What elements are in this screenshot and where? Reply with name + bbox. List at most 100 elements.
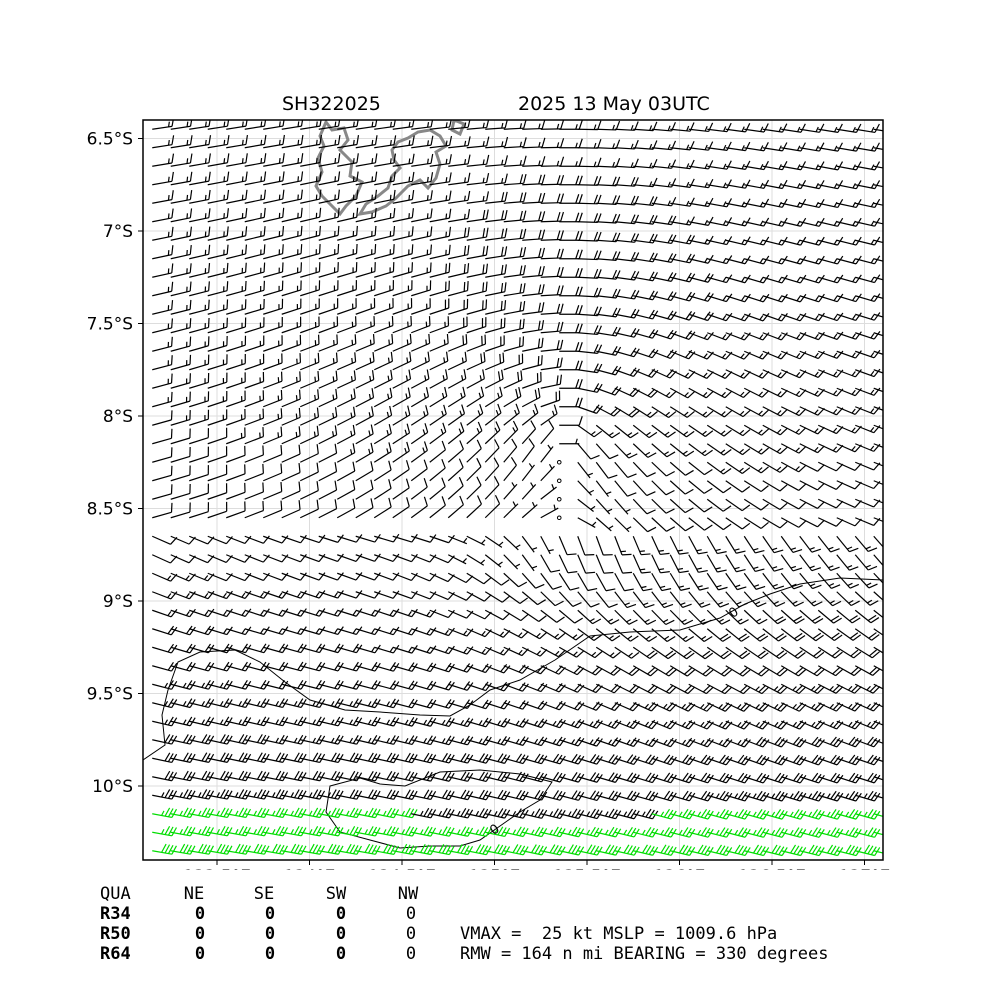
wind-barb: [633, 348, 659, 359]
wind-barb: [244, 244, 266, 260]
wind-barb: [836, 609, 861, 624]
wind-barb: [762, 517, 788, 529]
wind-barb: [762, 255, 788, 265]
wind-barb: [226, 464, 246, 482]
wind-barb: [725, 123, 751, 133]
wind-barb: [762, 554, 784, 572]
wind-barb: [466, 245, 489, 260]
wind-barb: [466, 404, 484, 426]
wind-barb: [170, 591, 196, 600]
wind-barb: [300, 371, 320, 389]
wind-barb: [577, 268, 602, 279]
wind-barb: [780, 628, 806, 642]
wind-barb: [540, 554, 561, 573]
wind-barb: [632, 517, 657, 533]
wind-barb: [189, 354, 210, 371]
wind-barb: [429, 386, 448, 408]
wind-barb: [725, 293, 751, 303]
wind-barb: [836, 572, 860, 589]
wind-barb: [318, 826, 344, 837]
wind-barb: [670, 311, 696, 321]
wind-barb: [632, 536, 651, 556]
wind-barb: [633, 214, 658, 225]
wind-barb: [207, 335, 228, 352]
table-header-se: SE: [253, 884, 275, 904]
table-header-qua: QUA: [100, 884, 131, 904]
wind-barb: [263, 262, 284, 278]
wind-barb: [781, 142, 806, 152]
wind-barb: [725, 406, 751, 418]
wind-barb: [522, 371, 542, 389]
wind-barb: [466, 789, 492, 801]
wind-barb: [318, 262, 339, 278]
wind-barb: [318, 171, 341, 186]
table-cell: 0: [264, 944, 276, 964]
wind-barb: [152, 135, 175, 149]
wind-barb: [855, 790, 881, 802]
wind-barb: [281, 789, 307, 800]
wind-barb: [466, 299, 488, 315]
wind-barb: [318, 370, 338, 389]
wind-barb: [244, 626, 270, 636]
wind-barb: [318, 590, 344, 599]
wind-barb: [799, 754, 825, 766]
wind-barb: [392, 752, 418, 764]
wind-barb: [355, 626, 381, 636]
wind-barb: [873, 221, 883, 225]
wind-barb: [688, 720, 714, 730]
wind-barb: [263, 353, 283, 371]
wind-barb: [337, 225, 358, 241]
wind-barb: [688, 609, 712, 625]
wind-barb: [836, 591, 860, 607]
wind-barb: [855, 331, 881, 340]
wind-barb: [392, 608, 418, 618]
wind-barb: [596, 754, 622, 765]
wind-barb: [744, 274, 770, 284]
wind-barb: [503, 700, 529, 710]
wind-barb: [743, 406, 770, 417]
x-tick-label: 136°E: [654, 867, 706, 870]
wind-barb: [577, 536, 595, 556]
wind-barb: [226, 445, 246, 463]
wind-barbs: [152, 120, 883, 857]
wind-barb: [706, 572, 728, 591]
wind-barb: [411, 627, 437, 636]
wind-barb: [244, 608, 270, 617]
wind-barb: [540, 266, 564, 278]
wind-barb: [466, 663, 492, 674]
wind-barb: [189, 189, 211, 204]
wind-barb: [300, 770, 326, 782]
wind-barb: [429, 369, 448, 389]
wind-barb: [540, 211, 565, 223]
wind-barb: [448, 681, 474, 691]
wind-barb: [318, 280, 339, 297]
wind-barb: [651, 646, 677, 660]
wind-barb: [873, 535, 883, 548]
wind-barb: [743, 424, 770, 436]
wind-barb: [207, 483, 228, 500]
wind-barb: [485, 173, 508, 186]
wind-barb: [540, 718, 566, 729]
wind-barb: [189, 281, 210, 297]
wind-barb: [448, 136, 471, 149]
wind-barb: [244, 843, 270, 855]
wind-barb: [854, 572, 878, 589]
wind-barb: [410, 441, 428, 463]
wind-barb: [799, 142, 825, 152]
wind-barb: [281, 590, 307, 599]
wind-barb: [743, 628, 769, 642]
rmw-summary: RMW = 164 n mi BEARING = 330 degrees: [460, 944, 829, 964]
wind-barb: [503, 265, 526, 278]
wind-barb: [300, 626, 326, 635]
wind-barb: [595, 517, 614, 532]
wind-barb: [281, 463, 301, 482]
wind-barb: [855, 274, 881, 284]
wind-barb: [596, 772, 622, 783]
wind-barb: [429, 609, 455, 619]
wind-barb: [799, 293, 825, 303]
wind-barb: [522, 302, 545, 315]
wind-barb: [337, 153, 359, 167]
wind-barb: [762, 274, 788, 284]
wind-barb: [448, 807, 474, 819]
wind-barb: [818, 844, 844, 857]
